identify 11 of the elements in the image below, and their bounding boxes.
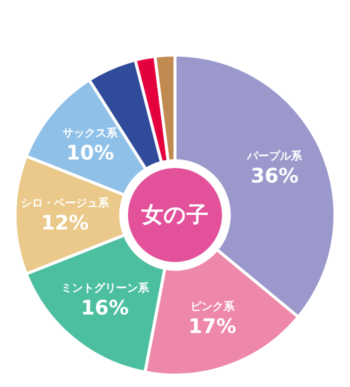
- data-label: 16%: [80, 295, 129, 320]
- slice-label: ピンク系: [190, 300, 236, 314]
- data-label: 10%: [66, 140, 114, 164]
- slice-label: サックス系: [62, 126, 119, 140]
- slice-label: シロ・ベージュ系: [20, 196, 110, 210]
- data-label: 36%: [250, 164, 299, 188]
- data-label: 17%: [188, 314, 236, 338]
- slice-label: パープル系: [246, 150, 304, 163]
- slice-label: ミントグリーン系: [60, 281, 150, 294]
- data-label: 12%: [40, 210, 89, 234]
- text: 女の子: [125, 165, 225, 265]
